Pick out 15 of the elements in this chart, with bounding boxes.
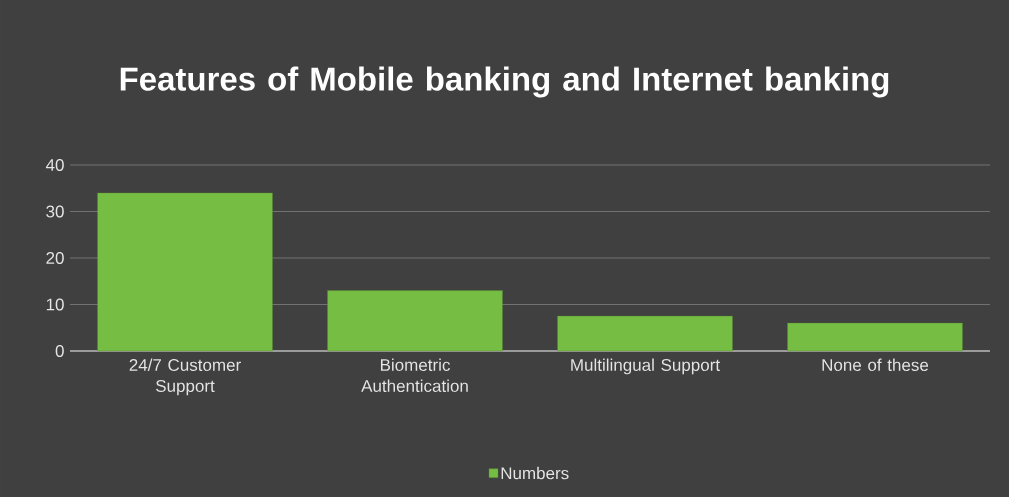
bar xyxy=(787,322,963,352)
x-tick-label: 24/7 Customer Support xyxy=(129,358,241,396)
y-tick-label: 30 xyxy=(46,205,64,218)
y-tick-label: 20 xyxy=(46,251,64,265)
chart-title: Features of Mobile banking and Internet banking xyxy=(120,66,889,98)
bar xyxy=(327,290,503,352)
legend-label: Numbers xyxy=(501,466,569,480)
y-tick-label: 0 xyxy=(55,344,64,358)
bar xyxy=(557,315,733,352)
y-tick-label: 40 xyxy=(45,158,64,172)
x-tick-label: Biometric Authentication xyxy=(361,358,468,393)
x-tick-label: Multilingual Support xyxy=(571,358,720,375)
y-tick-label: 10 xyxy=(46,298,64,311)
bar xyxy=(97,192,273,352)
x-tick-label: None of these xyxy=(822,358,929,372)
